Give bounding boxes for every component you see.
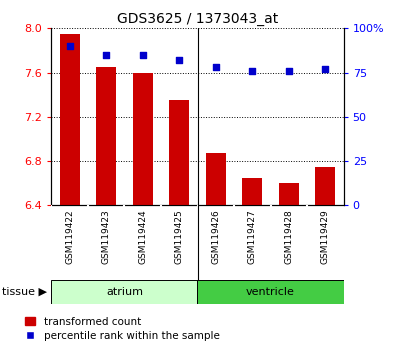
Text: GSM119427: GSM119427 <box>248 209 257 264</box>
Bar <box>60 34 80 205</box>
Bar <box>315 167 335 205</box>
Bar <box>169 100 189 205</box>
Point <box>176 57 182 63</box>
Text: GSM119425: GSM119425 <box>175 209 184 264</box>
Point <box>249 68 256 74</box>
Legend: transformed count, percentile rank within the sample: transformed count, percentile rank withi… <box>25 317 220 341</box>
Point <box>213 64 219 70</box>
Point <box>322 66 329 72</box>
Bar <box>51 280 198 304</box>
Text: GSM119424: GSM119424 <box>138 209 147 264</box>
Text: GSM119426: GSM119426 <box>211 209 220 264</box>
Text: atrium: atrium <box>106 287 143 297</box>
Point <box>103 52 109 58</box>
Bar <box>96 67 116 205</box>
Bar <box>206 153 226 205</box>
Point <box>286 68 292 74</box>
Text: GSM119429: GSM119429 <box>321 209 330 264</box>
Point <box>66 43 73 49</box>
Text: GSM119422: GSM119422 <box>65 209 74 264</box>
Title: GDS3625 / 1373043_at: GDS3625 / 1373043_at <box>117 12 278 26</box>
Bar <box>279 183 299 205</box>
Bar <box>198 280 344 304</box>
Bar <box>133 73 153 205</box>
Point <box>139 52 146 58</box>
Bar <box>242 178 262 205</box>
Text: tissue ▶: tissue ▶ <box>2 287 47 297</box>
Text: ventricle: ventricle <box>246 287 295 297</box>
Text: GSM119428: GSM119428 <box>284 209 293 264</box>
Text: GSM119423: GSM119423 <box>102 209 111 264</box>
